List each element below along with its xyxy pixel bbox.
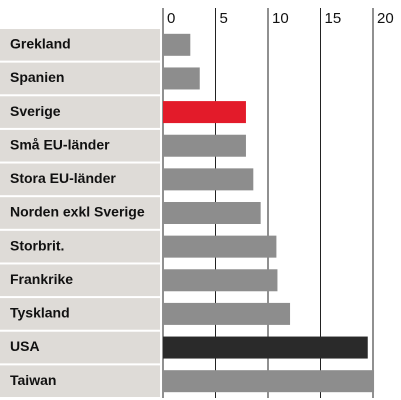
category-label: Spanien [10, 69, 64, 85]
category-label: Tyskland [10, 305, 70, 321]
row-background [0, 96, 160, 128]
row-background [0, 129, 160, 162]
x-tick-label: 0 [167, 10, 175, 27]
category-label: Grekland [10, 36, 71, 52]
category-label: Sverige [10, 103, 61, 119]
row-background [0, 298, 160, 330]
bar [163, 336, 368, 359]
bar [163, 134, 246, 157]
category-label: Taiwan [10, 372, 56, 388]
category-label: USA [10, 338, 40, 354]
bar [163, 67, 200, 90]
category-label: Storbrit. [10, 237, 64, 253]
bar [163, 202, 261, 224]
row-background [0, 62, 160, 95]
row-background [0, 230, 160, 263]
row-background [0, 365, 160, 397]
x-tick-label: 15 [325, 10, 342, 27]
row-background [0, 163, 160, 196]
bar [163, 370, 375, 393]
bar [163, 168, 254, 191]
category-label: Norden exkl Sverige [10, 204, 145, 220]
bar [163, 235, 277, 258]
bar [163, 302, 291, 325]
x-tick-label: 20 [377, 10, 394, 27]
category-label: Stora EU-länder [10, 170, 116, 186]
bar [163, 269, 278, 292]
row-background [0, 29, 160, 61]
category-label: Små EU-länder [10, 136, 110, 152]
row-background [0, 331, 160, 364]
x-tick-label: 5 [220, 10, 228, 27]
row-background [0, 264, 160, 297]
category-label: Frankrike [10, 271, 73, 287]
bar [163, 101, 246, 124]
row-background [0, 197, 160, 229]
x-tick-label: 10 [272, 10, 289, 27]
bar [163, 33, 191, 56]
